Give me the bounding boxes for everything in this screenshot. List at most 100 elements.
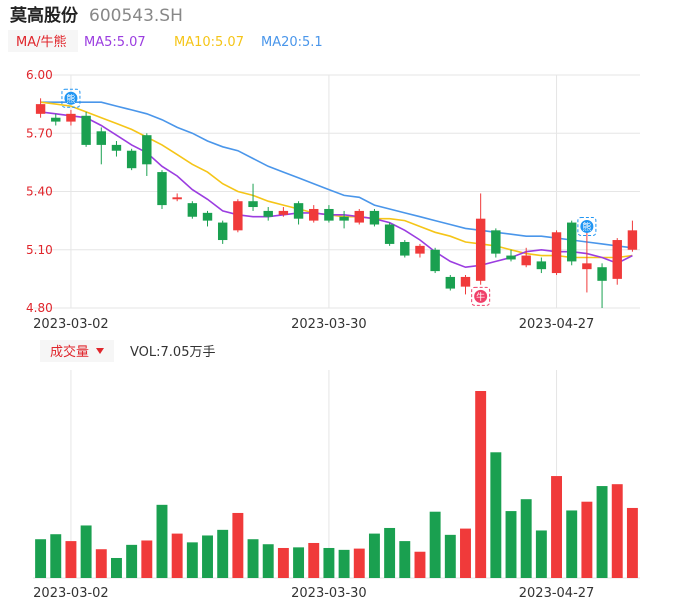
volume-bar bbox=[262, 544, 274, 578]
candle-body bbox=[35, 104, 46, 114]
bear-signal-icon bbox=[64, 91, 78, 105]
volume-bar bbox=[460, 528, 471, 578]
volume-legend-button-bg[interactable] bbox=[40, 340, 114, 362]
price-date-label: 2023-04-27 bbox=[519, 317, 595, 332]
stock-code: 600543.SH bbox=[89, 6, 183, 26]
bull-signal: 牛 bbox=[471, 286, 491, 306]
candle-body bbox=[445, 276, 456, 289]
candle-body bbox=[460, 276, 471, 287]
candle-body bbox=[202, 212, 213, 221]
volume-bar bbox=[95, 549, 107, 578]
candle-body bbox=[96, 131, 106, 145]
stock-name: 莫高股份 bbox=[9, 5, 79, 26]
volume-bar bbox=[535, 530, 547, 578]
price-tick-label: 6.00 bbox=[26, 68, 53, 82]
bear-signal: 熊 bbox=[577, 216, 597, 236]
price-grid bbox=[33, 74, 640, 309]
volume-bar bbox=[490, 452, 502, 578]
volume-date-label: 2023-03-02 bbox=[33, 586, 109, 601]
volume-grid bbox=[33, 370, 640, 579]
bear-signal-label: 熊 bbox=[582, 221, 591, 233]
candle-body bbox=[217, 222, 228, 241]
price-y-axis: 6.00 5.70 5.40 5.10 4.80 bbox=[26, 68, 53, 315]
volume-bar bbox=[338, 549, 350, 578]
bear-signal-frame bbox=[61, 88, 81, 108]
volume-bar bbox=[308, 542, 320, 578]
price-tick-label: 4.80 bbox=[26, 301, 53, 315]
candle-body bbox=[278, 210, 289, 215]
candle-body bbox=[66, 113, 76, 122]
ma-legend-button-bg[interactable] bbox=[8, 30, 78, 52]
candle-body bbox=[339, 216, 349, 221]
volume-date-label: 2023-03-30 bbox=[291, 586, 367, 601]
volume-bar bbox=[217, 529, 229, 578]
price-date-label: 2023-03-30 bbox=[291, 317, 367, 332]
volume-bar bbox=[475, 391, 487, 578]
volume-date-label: 2023-04-27 bbox=[519, 586, 595, 601]
candle-body bbox=[551, 232, 562, 274]
volume-bar bbox=[232, 512, 244, 578]
candle-body bbox=[81, 115, 91, 145]
candle-body bbox=[51, 117, 61, 122]
price-tick-label: 5.40 bbox=[26, 185, 53, 199]
candle-body bbox=[293, 203, 304, 219]
signal-markers: 熊熊牛 bbox=[61, 88, 597, 306]
ma20-line bbox=[40, 101, 633, 249]
volume-bar bbox=[110, 557, 122, 578]
volume-bar bbox=[596, 486, 608, 578]
ma-lines bbox=[40, 101, 633, 269]
candle-body bbox=[111, 144, 122, 151]
ma5-line bbox=[40, 111, 633, 269]
ma20-legend: MA20:5.1 bbox=[261, 35, 323, 50]
volume-bar bbox=[50, 534, 62, 578]
volume-bar bbox=[611, 484, 623, 578]
bear-signal-icon bbox=[580, 219, 594, 233]
bear-signal-frame bbox=[577, 216, 597, 236]
bear-signal: 熊 bbox=[61, 88, 81, 108]
ma10-line bbox=[40, 101, 633, 259]
candle-body bbox=[567, 222, 577, 262]
volume-bar bbox=[444, 534, 456, 578]
ma10-legend: MA10:5.07 bbox=[174, 35, 244, 50]
volume-bar bbox=[520, 499, 532, 578]
volume-bar bbox=[505, 511, 517, 578]
volume-bar bbox=[156, 504, 168, 578]
candle-body bbox=[430, 249, 440, 272]
bear-signal-label: 熊 bbox=[66, 93, 75, 105]
price-tick-label: 5.70 bbox=[26, 126, 53, 140]
volume-bar bbox=[399, 541, 411, 578]
candle-body bbox=[324, 208, 334, 221]
volume-bar bbox=[566, 510, 578, 578]
bull-signal-label: 牛 bbox=[476, 291, 485, 303]
volume-bar bbox=[277, 547, 289, 578]
volume-bar bbox=[247, 539, 259, 578]
volume-bar bbox=[293, 547, 305, 578]
candle-body bbox=[157, 172, 167, 206]
candle-body bbox=[582, 263, 592, 270]
price-date-label: 2023-03-02 bbox=[33, 317, 109, 332]
volume-bar bbox=[141, 540, 153, 578]
volume-bar bbox=[35, 539, 47, 578]
volume-bar bbox=[186, 542, 198, 578]
volume-dropdown-icon[interactable] bbox=[96, 348, 104, 354]
bull-signal-frame bbox=[471, 286, 491, 306]
candle-body bbox=[384, 224, 395, 244]
candle-body bbox=[491, 230, 501, 254]
candle-body bbox=[187, 203, 198, 217]
candle-body bbox=[263, 210, 273, 217]
candle-body bbox=[415, 245, 425, 254]
ma-legend-button[interactable]: MA/牛熊 bbox=[16, 34, 67, 50]
volume-bar bbox=[353, 548, 365, 578]
candle-body bbox=[369, 210, 380, 225]
candle-body bbox=[233, 201, 243, 231]
volume-bar bbox=[171, 533, 183, 578]
candle-body bbox=[400, 241, 410, 256]
volume-legend-button[interactable]: 成交量 bbox=[50, 344, 89, 360]
volume-bar bbox=[581, 501, 593, 578]
volume-bar bbox=[323, 547, 335, 578]
candle-body bbox=[172, 197, 182, 200]
ma5-legend: MA5:5.07 bbox=[84, 35, 146, 50]
volume-bar bbox=[126, 544, 138, 578]
candle-body bbox=[521, 255, 531, 266]
